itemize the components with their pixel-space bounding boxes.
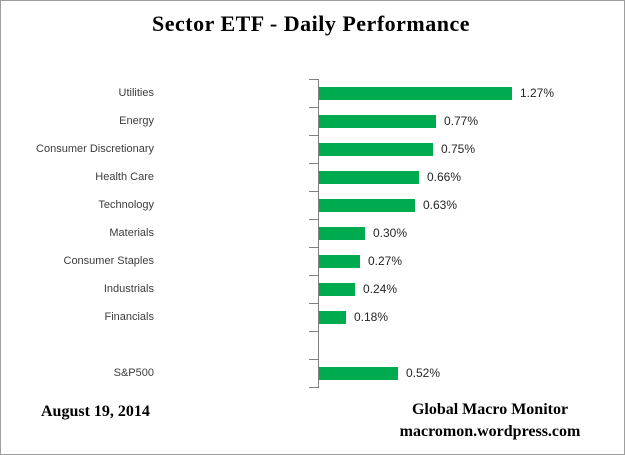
axis-tick <box>309 359 318 360</box>
axis-tick <box>309 107 318 108</box>
category-label: Energy <box>119 115 154 127</box>
category-label: Technology <box>98 199 154 211</box>
bar <box>319 143 433 156</box>
bar <box>319 87 512 100</box>
category-label: S&P500 <box>113 367 154 379</box>
value-label: 0.75% <box>441 142 476 156</box>
footer-source: Global Macro Monitor macromon.wordpress.… <box>360 399 620 443</box>
plot-area: Utilities 1.27% Energy 0.77% Consumer Discre… <box>1 79 624 388</box>
bar-row: Technology 0.63% <box>1 191 624 219</box>
bar-row <box>1 331 624 359</box>
bar-row: Health Care 0.66% <box>1 163 624 191</box>
bar-row: Financials 0.18% <box>1 303 624 331</box>
bar <box>319 255 360 268</box>
bar-row: Energy 0.77% <box>1 107 624 135</box>
axis-tick <box>309 219 318 220</box>
bar <box>319 171 419 184</box>
footer-source-line2: macromon.wordpress.com <box>399 423 581 440</box>
category-label: Consumer Staples <box>63 255 155 267</box>
axis-tick <box>309 331 318 332</box>
bar <box>319 367 398 380</box>
chart-title: Sector ETF - Daily Performance <box>151 11 470 36</box>
bar-row: Materials 0.30% <box>1 219 624 247</box>
bar-row: Consumer Staples 0.27% <box>1 247 624 275</box>
category-label: Utilities <box>118 87 154 99</box>
bar-row: Consumer Discretionary 0.75% <box>1 135 624 163</box>
category-label <box>1 331 154 359</box>
bar-row: Industrials 0.24% <box>1 275 624 303</box>
axis-tick <box>309 387 318 388</box>
category-label: Financials <box>104 311 154 323</box>
bar-row: S&P500 0.52% <box>1 359 624 387</box>
axis-tick <box>309 163 318 164</box>
category-label: Materials <box>109 227 154 239</box>
bar <box>319 283 355 296</box>
category-label: Consumer Discretionary <box>36 143 154 155</box>
axis-tick <box>309 303 318 304</box>
axis-tick <box>309 79 318 80</box>
value-label: 0.30% <box>373 226 408 240</box>
bar-row: Utilities 1.27% <box>1 79 624 107</box>
bar <box>319 115 436 128</box>
axis-tick <box>309 135 318 136</box>
bar <box>319 227 365 240</box>
value-label: 0.24% <box>363 282 398 296</box>
footer-source-line1: Global Macro Monitor <box>411 401 569 418</box>
bar <box>319 311 346 324</box>
category-axis-line <box>318 79 319 388</box>
value-label: 0.66% <box>427 170 462 184</box>
axis-tick <box>309 275 318 276</box>
category-label: Health Care <box>95 171 154 183</box>
category-label: Industrials <box>103 283 154 295</box>
value-label: 0.18% <box>354 310 389 324</box>
value-label: 1.27% <box>520 86 555 100</box>
axis-tick <box>309 247 318 248</box>
value-label: 0.52% <box>406 366 441 380</box>
bar <box>319 199 415 212</box>
footer-date: August 19, 2014 <box>41 403 150 420</box>
value-label: 0.63% <box>423 198 458 212</box>
axis-tick <box>309 191 318 192</box>
value-label: 0.77% <box>444 114 479 128</box>
value-label: 0.27% <box>368 254 403 268</box>
